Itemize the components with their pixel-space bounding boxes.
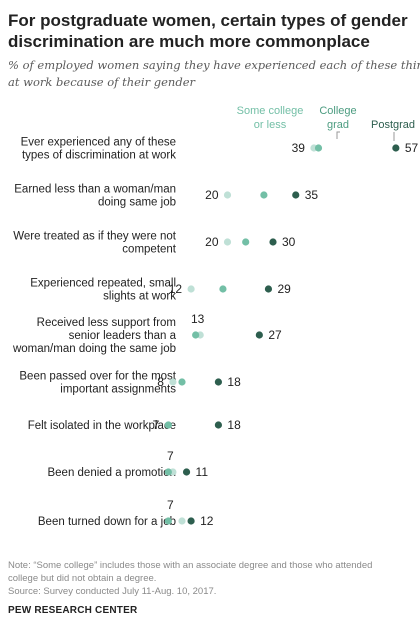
dot-college-grad bbox=[260, 191, 268, 199]
value-label-postgrad: 12 bbox=[200, 514, 214, 528]
category-label: Been passed over for the most bbox=[19, 371, 176, 383]
category-label: Been turned down for a job bbox=[38, 516, 176, 528]
chart-title-line-2: discrimination are much more commonplace bbox=[8, 32, 370, 51]
value-label-top: 7 bbox=[167, 498, 174, 512]
category-label: competent bbox=[122, 244, 177, 256]
value-label-some-college: 12 bbox=[169, 282, 183, 296]
value-label-some-college: 7 bbox=[153, 418, 160, 432]
value-label-some-college: 20 bbox=[205, 188, 219, 202]
dot-college-grad bbox=[242, 238, 250, 246]
dot-college-grad bbox=[164, 468, 172, 476]
legend-college-grad-label-line-1: College bbox=[319, 105, 356, 117]
legend-college-grad-leader bbox=[336, 131, 340, 139]
category-label: types of discrimination at work bbox=[22, 150, 176, 162]
value-label-postgrad: 27 bbox=[268, 328, 282, 342]
legend-postgrad-label: Postgrad bbox=[371, 119, 415, 131]
dot-college-grad bbox=[164, 517, 172, 525]
dot-college-grad bbox=[219, 285, 227, 293]
dot-college-grad bbox=[314, 144, 323, 152]
dot-college-grad bbox=[192, 331, 200, 339]
dot-postgrad bbox=[264, 285, 273, 293]
dot-postgrad bbox=[292, 191, 300, 199]
dot-some-college bbox=[223, 191, 232, 199]
category-label: woman/man doing the same job bbox=[12, 343, 176, 355]
chart-header: For postgraduate women, certain types of… bbox=[8, 11, 420, 89]
source-note: Source: Survey conducted July 11-Aug. 10… bbox=[8, 586, 216, 597]
category-label: Earned less than a woman/man bbox=[14, 184, 176, 196]
dot-some-college bbox=[223, 238, 232, 246]
value-label-postgrad: 18 bbox=[227, 375, 241, 389]
legend-some-college-label-line-1: Some college bbox=[237, 105, 304, 117]
dot-some-college bbox=[187, 285, 195, 293]
footnote-line-1: Note: “Some college” includes those with… bbox=[8, 560, 372, 571]
legend: Some college or less College grad Postgr… bbox=[237, 105, 415, 141]
dot-postgrad bbox=[269, 238, 277, 246]
dot-some-college bbox=[178, 517, 186, 525]
category-label: Received less support from bbox=[37, 317, 176, 329]
legend-college-grad-label-line-2: grad bbox=[327, 119, 349, 131]
dot-postgrad bbox=[182, 468, 191, 476]
category-label: Ever experienced any of these bbox=[21, 137, 176, 149]
category-label: Were treated as if they were not bbox=[13, 231, 177, 243]
category-label: Felt isolated in the workplace bbox=[28, 420, 176, 432]
dot-college-grad bbox=[178, 378, 186, 386]
category-label: Been denied a promotion bbox=[47, 467, 176, 479]
chart-row: Been denied a promotion 7 11 bbox=[47, 449, 208, 479]
category-label: slights at work bbox=[103, 291, 176, 303]
chart-title-line-1: For postgraduate women, certain types of… bbox=[8, 11, 408, 30]
category-label: doing same job bbox=[98, 197, 176, 209]
chart-row: Been turned down for a job 7 12 bbox=[38, 498, 214, 528]
category-label: Experienced repeated, small bbox=[30, 278, 176, 290]
footnote-line-2: college but did not obtain a degree. bbox=[8, 573, 156, 584]
dot-some-college bbox=[169, 378, 177, 386]
chart-row: Were treated as if they were notcompeten… bbox=[13, 231, 295, 256]
dot-college-grad bbox=[164, 421, 172, 429]
value-label-postgrad: 35 bbox=[305, 188, 319, 202]
value-label-postgrad: 57 bbox=[405, 141, 419, 155]
value-label-top: 7 bbox=[167, 449, 174, 463]
dot-postgrad bbox=[214, 421, 222, 429]
value-label-some-college: 39 bbox=[292, 141, 306, 155]
chart-subtitle-line-2: at work because of their gender bbox=[8, 75, 196, 89]
chart-footer: Note: “Some college” includes those with… bbox=[8, 560, 372, 616]
dot-postgrad bbox=[187, 517, 195, 525]
dot-postgrad bbox=[214, 378, 222, 386]
value-label-some-college: 20 bbox=[205, 235, 219, 249]
chart-subtitle-line-1: % of employed women saying they have exp… bbox=[8, 58, 420, 72]
value-label-postgrad: 29 bbox=[277, 282, 291, 296]
dot-postgrad bbox=[255, 331, 263, 339]
category-label: important assignments bbox=[60, 384, 176, 396]
value-label-postgrad: 11 bbox=[196, 465, 209, 479]
value-label-postgrad: 18 bbox=[227, 418, 241, 432]
category-label: senior leaders than a bbox=[69, 330, 177, 342]
source-organization: PEW RESEARCH CENTER bbox=[8, 605, 138, 616]
value-label-some-college: 8 bbox=[157, 375, 164, 389]
value-label-postgrad: 30 bbox=[282, 235, 296, 249]
value-label-top: 13 bbox=[191, 312, 205, 326]
dot-postgrad bbox=[392, 144, 400, 152]
legend-some-college-label-line-2: or less bbox=[254, 119, 287, 131]
